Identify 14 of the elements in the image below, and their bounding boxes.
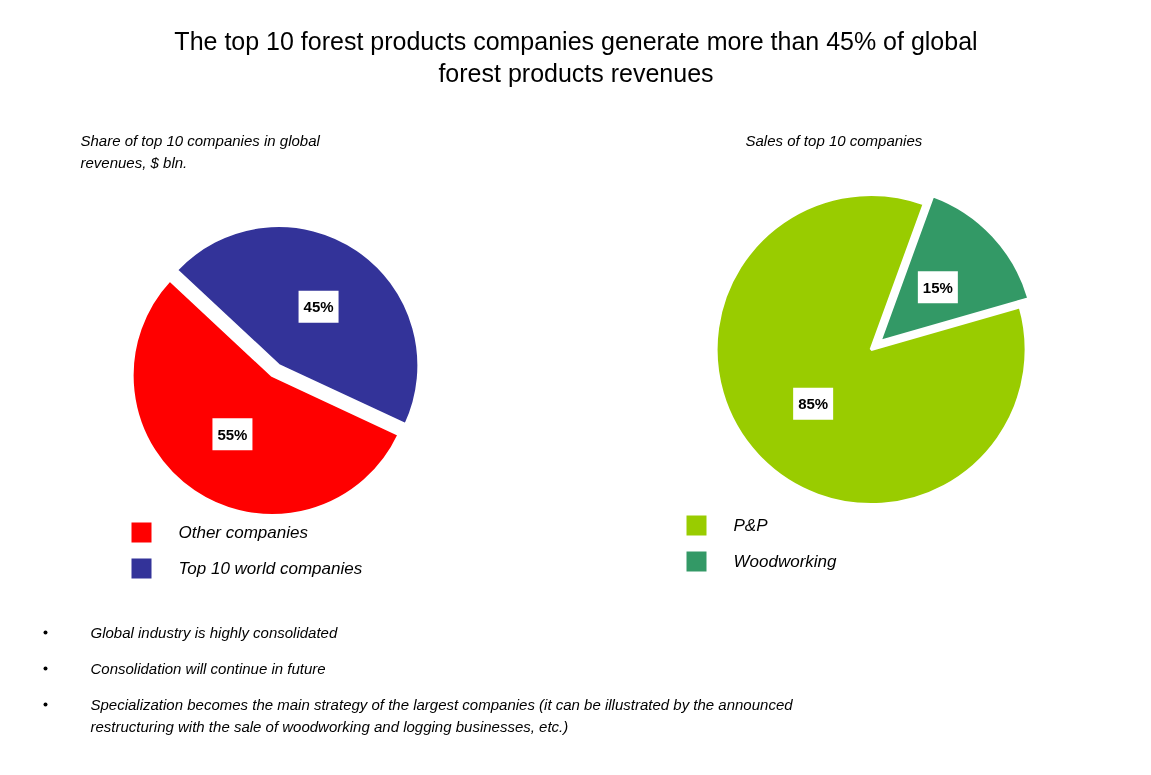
text: Specialization becomes the main strategy of the largest companies (it can be illustrated by the announced restructuring with the sale of woodworking and logging businesses, etc.) [90,696,794,735]
chart-subtitle: Sales of top 10 companies [745,132,923,149]
legend-label: Other companies [178,523,309,542]
data-label: 85% [798,395,829,413]
text: The top 10 forest products companies generate more than 45% of global forest products revenues [174,26,978,87]
chart-subtitle: Share of top 10 companies in global revenues, $ bln. [80,132,321,171]
legend-label: P&P [733,516,769,535]
legend-label: Woodworking [733,552,838,571]
data-label: 55% [217,425,248,443]
data-label: 45% [303,298,334,316]
data-label: 15% [922,278,953,296]
text: Global industry is highly consolidated [90,624,338,641]
legend-label: Top 10 world companies [178,559,363,578]
text: Consolidation will continue in future [90,660,326,677]
